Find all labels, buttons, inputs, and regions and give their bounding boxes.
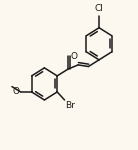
Text: O: O <box>13 87 20 96</box>
Text: O: O <box>70 52 77 61</box>
Text: Cl: Cl <box>95 4 104 14</box>
Text: Br: Br <box>65 101 75 110</box>
